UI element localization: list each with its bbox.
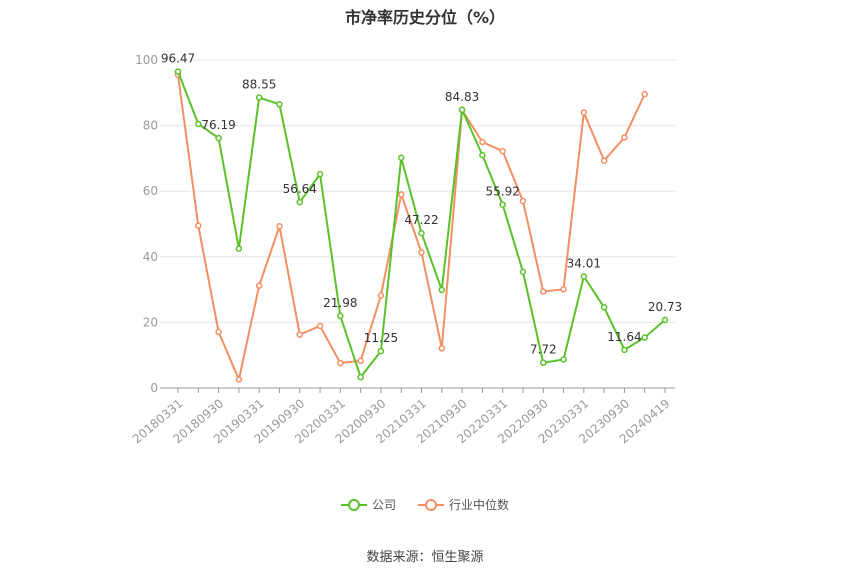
data-point-industry — [255, 282, 263, 289]
data-point-industry — [519, 197, 527, 205]
data-point-company — [519, 268, 527, 276]
data-point-company — [296, 198, 303, 206]
data-label: 55.92 — [485, 185, 519, 199]
data-label: 11.64 — [607, 330, 641, 344]
data-point-industry — [580, 109, 588, 116]
data-point-company — [215, 134, 222, 142]
data-source-note: 数据来源：恒生聚源 — [366, 550, 484, 565]
data-point-company — [337, 312, 344, 320]
data-point-industry — [397, 191, 405, 198]
data-point-company — [600, 304, 608, 311]
data-point-industry — [540, 288, 547, 295]
data-point-company — [195, 120, 202, 128]
data-label: 20.73 — [648, 300, 682, 314]
y-tick-label: 0 — [150, 381, 158, 395]
chart-title: 市净率历史分位（%） — [344, 8, 506, 27]
data-point-industry — [316, 322, 324, 330]
data-point-company — [438, 286, 446, 294]
data-point-industry — [357, 357, 364, 365]
data-point-industry — [276, 223, 283, 230]
data-label: 56.64 — [283, 182, 317, 196]
data-point-industry — [296, 331, 303, 338]
data-point-industry — [195, 222, 202, 229]
data-point-company — [235, 245, 243, 252]
data-label: 47.22 — [404, 213, 438, 227]
series-line-industry — [177, 74, 646, 383]
legend-item-industry[interactable]: 行业中位数 — [418, 496, 509, 513]
data-point-company — [479, 151, 486, 159]
data-point-company — [276, 101, 283, 108]
data-label: 88.55 — [242, 78, 276, 92]
data-point-industry — [377, 292, 385, 299]
data-point-industry — [621, 134, 628, 141]
data-label: 96.47 — [161, 52, 195, 66]
data-point-industry — [600, 157, 608, 164]
data-point-company — [174, 68, 182, 75]
data-point-industry — [418, 249, 425, 256]
data-point-company — [621, 346, 628, 354]
y-tick-label: 60 — [143, 184, 158, 198]
y-tick-label: 100 — [135, 53, 158, 67]
data-point-company — [540, 359, 547, 366]
data-label: 11.25 — [364, 331, 398, 345]
data-point-company — [661, 316, 669, 324]
data-point-company — [641, 334, 648, 341]
data-point-industry — [337, 359, 344, 367]
data-point-company — [357, 373, 364, 381]
legend-label-industry: 行业中位数 — [449, 498, 510, 512]
y-tick-label: 80 — [143, 119, 158, 133]
data-point-company — [255, 94, 263, 101]
data-point-company — [397, 154, 405, 161]
data-label: 84.83 — [445, 90, 479, 104]
data-point-company — [418, 229, 425, 237]
legend-item-company[interactable]: 公司 — [340, 496, 396, 513]
data-point-industry — [499, 147, 506, 155]
data-label: 34.01 — [567, 256, 601, 270]
data-point-industry — [235, 376, 243, 383]
data-label: 21.98 — [323, 296, 357, 310]
legend-label-company: 公司 — [371, 498, 396, 512]
data-point-industry — [479, 138, 486, 146]
data-label: 7.72 — [530, 343, 557, 357]
data-point-industry — [438, 345, 446, 352]
data-point-company — [458, 106, 466, 114]
data-point-industry — [641, 90, 648, 98]
data-point-company — [580, 273, 588, 280]
data-point-company — [560, 356, 567, 363]
data-point-industry — [215, 328, 222, 336]
data-point-company — [499, 201, 506, 208]
legend: 公司 行业中位数 — [0, 496, 850, 513]
y-tick-label: 20 — [143, 315, 158, 329]
y-tick-label: 40 — [143, 250, 158, 264]
legend-industry-marker — [418, 498, 444, 511]
data-point-industry — [560, 286, 567, 293]
legend-company-marker — [340, 498, 367, 511]
data-point-company — [377, 347, 385, 355]
data-label: 76.19 — [201, 118, 235, 132]
data-point-company — [316, 170, 324, 178]
